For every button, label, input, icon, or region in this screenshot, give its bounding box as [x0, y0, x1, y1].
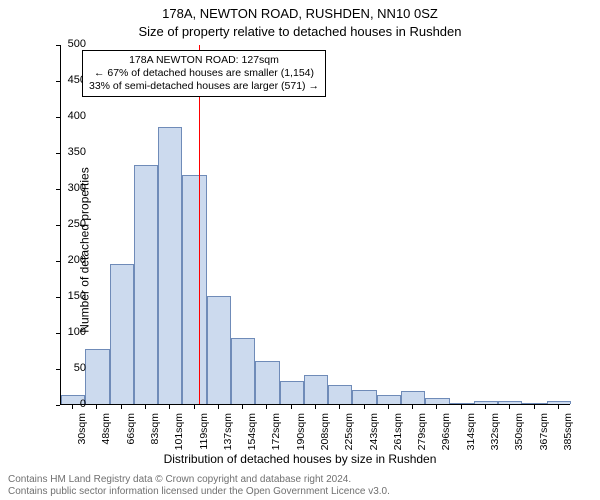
- y-tick-label: 300: [56, 182, 86, 194]
- y-tick-label: 500: [56, 38, 86, 50]
- x-tick-mark: [364, 405, 365, 409]
- annotation-line2: ← 67% of detached houses are smaller (1,…: [89, 67, 319, 80]
- histogram-bar: [280, 381, 304, 404]
- x-tick-mark: [485, 405, 486, 409]
- x-tick-mark: [218, 405, 219, 409]
- footer-line2: Contains public sector information licen…: [8, 486, 390, 497]
- chart-title-line1: 178A, NEWTON ROAD, RUSHDEN, NN10 0SZ: [0, 6, 600, 21]
- y-tick-mark: [56, 369, 60, 370]
- footer-line1: Contains HM Land Registry data © Crown c…: [8, 474, 351, 485]
- x-tick-mark: [388, 405, 389, 409]
- histogram-bar: [158, 127, 182, 404]
- histogram-bar: [352, 390, 376, 404]
- histogram-bar: [231, 338, 255, 404]
- y-tick-mark: [56, 189, 60, 190]
- x-tick-mark: [412, 405, 413, 409]
- y-tick-mark: [56, 117, 60, 118]
- chart-container: 178A, NEWTON ROAD, RUSHDEN, NN10 0SZ Siz…: [0, 0, 600, 500]
- y-tick-mark: [56, 261, 60, 262]
- x-tick-mark: [534, 405, 535, 409]
- histogram-bar: [328, 385, 352, 404]
- x-tick-mark: [72, 405, 73, 409]
- histogram-bar: [547, 401, 571, 404]
- y-tick-mark: [56, 81, 60, 82]
- x-tick-mark: [145, 405, 146, 409]
- y-tick-label: 150: [56, 290, 86, 302]
- histogram-bar: [110, 264, 134, 404]
- y-tick-label: 200: [56, 254, 86, 266]
- y-tick-label: 400: [56, 110, 86, 122]
- y-tick-label: 100: [56, 326, 86, 338]
- x-tick-mark: [291, 405, 292, 409]
- histogram-bar: [450, 403, 474, 404]
- annotation-line1: 178A NEWTON ROAD: 127sqm: [89, 54, 319, 67]
- x-tick-mark: [339, 405, 340, 409]
- x-tick-mark: [242, 405, 243, 409]
- x-tick-mark: [509, 405, 510, 409]
- y-tick-mark: [56, 45, 60, 46]
- x-tick-mark: [461, 405, 462, 409]
- x-tick-mark: [169, 405, 170, 409]
- x-tick-mark: [194, 405, 195, 409]
- y-tick-mark: [56, 297, 60, 298]
- histogram-bar: [377, 395, 401, 404]
- y-tick-mark: [56, 225, 60, 226]
- y-tick-label: 250: [56, 218, 86, 230]
- histogram-bar: [134, 165, 158, 404]
- histogram-bar: [85, 349, 109, 404]
- x-axis-label: Distribution of detached houses by size …: [0, 452, 600, 466]
- histogram-bar: [522, 403, 546, 404]
- histogram-bar: [474, 401, 498, 404]
- x-tick-mark: [315, 405, 316, 409]
- histogram-bar: [207, 296, 231, 404]
- histogram-bar: [182, 175, 206, 404]
- x-tick-mark: [436, 405, 437, 409]
- chart-title-line2: Size of property relative to detached ho…: [0, 24, 600, 39]
- y-tick-label: 0: [56, 398, 86, 410]
- histogram-bar: [255, 361, 279, 404]
- annotation-line3: 33% of semi-detached houses are larger (…: [89, 80, 319, 93]
- x-tick-mark: [96, 405, 97, 409]
- x-tick-mark: [121, 405, 122, 409]
- plot-area: [60, 45, 570, 405]
- histogram-bar: [304, 375, 328, 404]
- histogram-bar: [498, 401, 522, 404]
- histogram-bar: [425, 398, 449, 404]
- x-tick-mark: [558, 405, 559, 409]
- y-tick-label: 50: [56, 362, 86, 374]
- y-tick-mark: [56, 405, 60, 406]
- y-tick-label: 350: [56, 146, 86, 158]
- marker-line: [199, 45, 200, 404]
- annotation-box: 178A NEWTON ROAD: 127sqm ← 67% of detach…: [82, 50, 326, 97]
- histogram-bar: [401, 391, 425, 404]
- y-tick-mark: [56, 153, 60, 154]
- x-tick-mark: [266, 405, 267, 409]
- y-tick-mark: [56, 333, 60, 334]
